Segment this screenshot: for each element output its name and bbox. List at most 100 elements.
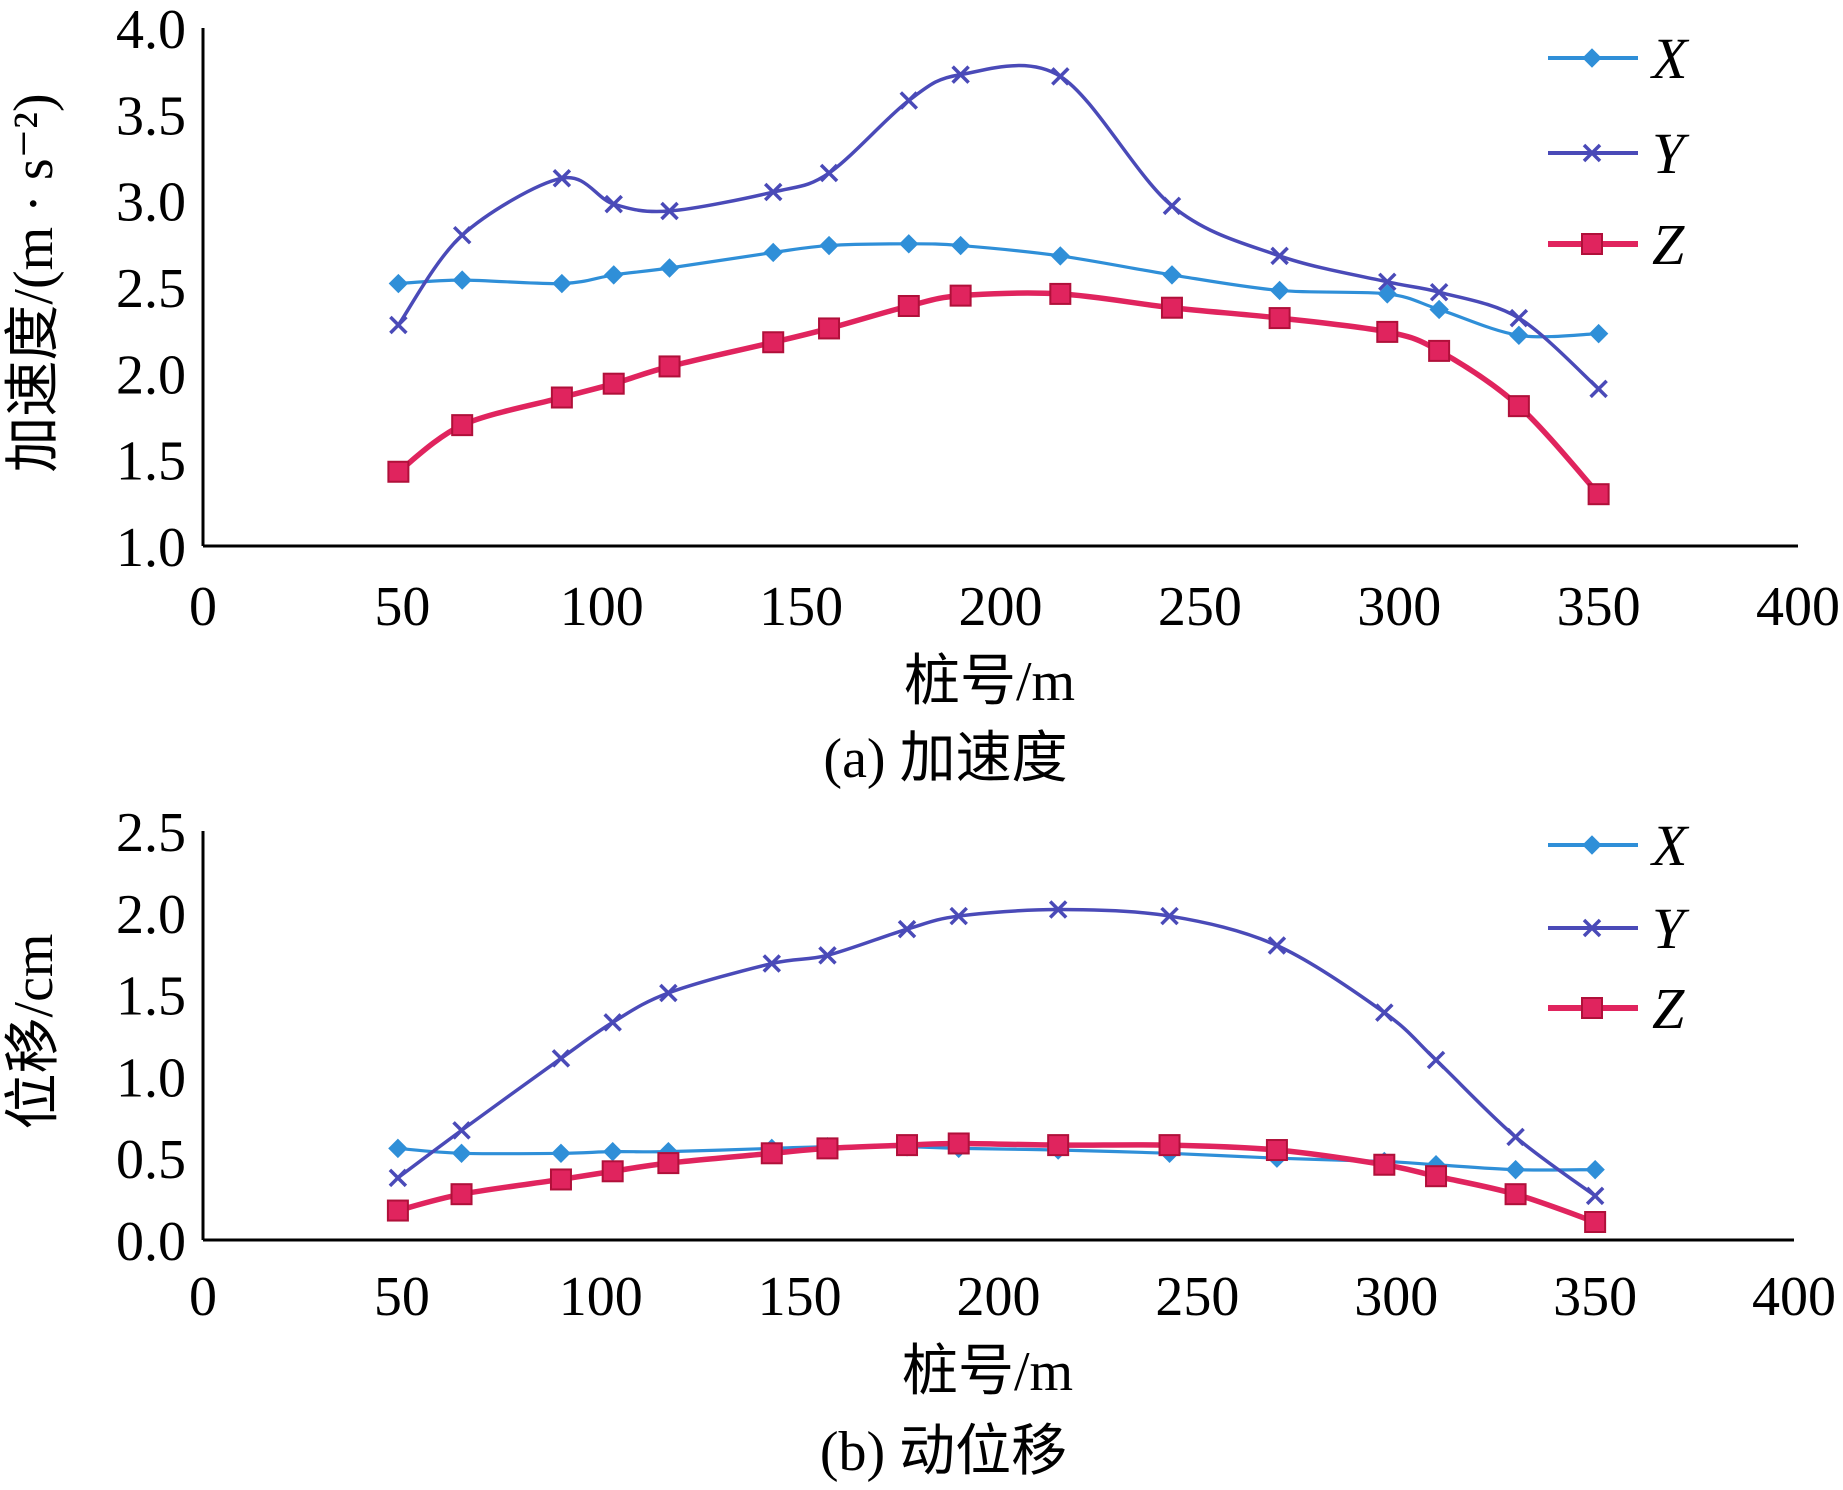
data-point [1429,299,1449,320]
legend-item-y: Y [1548,121,1690,186]
data-point [658,355,681,378]
data-point [551,1049,571,1068]
x-tick-label: 250 [1155,1266,1239,1328]
data-point [452,270,472,290]
y-axis-title: 加速度/(m · s⁻²) [3,93,65,472]
x-tick-label: 350 [1557,576,1641,638]
data-point [1377,284,1397,304]
y-tick-label: 3.0 [116,172,186,234]
data-point [552,273,572,294]
y-tick-label: 0.5 [116,1129,186,1191]
series-line-z [395,1140,1598,1225]
data-point [1270,246,1289,266]
chart-caption: (a) 加速度 [823,728,1067,790]
data-point [950,235,971,256]
x-tick-label: 0 [189,1266,217,1328]
data-point [1162,265,1182,285]
x-tick-label: 400 [1752,1266,1836,1328]
data-point [604,265,624,285]
data-point [1373,1153,1396,1176]
data-point [1587,483,1610,506]
x-tick-label: 400 [1756,576,1840,638]
data-point [1589,379,1608,399]
data-point [1588,323,1609,344]
data-point [451,1143,472,1163]
data-point [601,1160,624,1183]
data-point [897,919,917,939]
data-point [452,225,472,245]
data-point [1047,1134,1070,1157]
legend-marker [1582,143,1602,163]
legend-item-x: X [1548,813,1690,878]
data-point [387,460,410,483]
x-tick-label: 150 [759,576,843,638]
x-tick-label: 100 [560,576,644,638]
data-point [1375,1003,1394,1022]
legend-marker [1581,233,1603,255]
y-tick-label: 1.5 [116,431,186,493]
data-point [604,194,623,214]
series-y [388,900,1605,1206]
y-tick-label: 0.0 [116,1211,186,1273]
legend-marker [1582,48,1602,68]
y-tick-label: 3.5 [116,85,186,147]
x-tick-label: 250 [1158,576,1242,638]
x-tick-label: 350 [1553,1266,1637,1328]
y-tick-label: 2.0 [116,344,186,406]
data-point [388,273,409,294]
data-point [1049,282,1072,305]
data-point [947,1132,970,1155]
data-point [1429,282,1449,302]
data-point [549,1168,572,1191]
series-line-z [395,290,1602,497]
legend-marker [1581,997,1603,1019]
y-tick-label: 2.0 [116,884,186,946]
data-point [762,954,782,973]
data-point [1504,1183,1527,1206]
data-point [819,235,839,256]
data-point [552,168,572,188]
data-point [1265,1139,1288,1162]
data-point [1509,308,1529,328]
x-tick-label: 300 [1357,576,1441,638]
data-point [818,946,837,965]
data-point [1425,1165,1448,1188]
y-tick-label: 2.5 [116,258,186,320]
series-y [389,63,1608,399]
series-line-x [396,1144,1597,1172]
data-point [450,1183,473,1206]
data-point [1160,296,1183,319]
x-tick-label: 50 [374,1266,430,1328]
x-axis-title: 桩号/m [902,1341,1073,1403]
data-point [763,242,783,263]
data-point [659,983,678,1003]
data-point [1050,246,1071,266]
data-point [896,1134,919,1157]
legend-label: Y [1652,896,1690,961]
data-point [818,317,841,340]
legend-item-z: Z [1548,976,1685,1041]
y-tick-label: 2.5 [116,802,186,864]
data-point [897,294,920,317]
data-point [899,234,919,254]
data-point [1160,906,1179,926]
legend-marker [1582,835,1602,855]
x-tick-label: 200 [957,1266,1041,1328]
data-point [603,1013,622,1032]
series-x [388,234,1609,346]
y-tick-label: 1.0 [116,517,186,579]
data-point [1162,196,1182,216]
data-point [763,182,783,202]
legend-label: X [1650,26,1690,91]
series-z [386,1132,1607,1234]
data-point [550,386,573,409]
data-point [386,1199,409,1222]
data-point [602,372,625,395]
y-tick-label: 4.0 [116,0,186,61]
data-point [451,414,474,437]
x-tick-label: 300 [1354,1266,1438,1328]
x-axis-title: 桩号/m [904,651,1075,713]
data-point [551,1143,571,1163]
data-point [949,284,972,307]
